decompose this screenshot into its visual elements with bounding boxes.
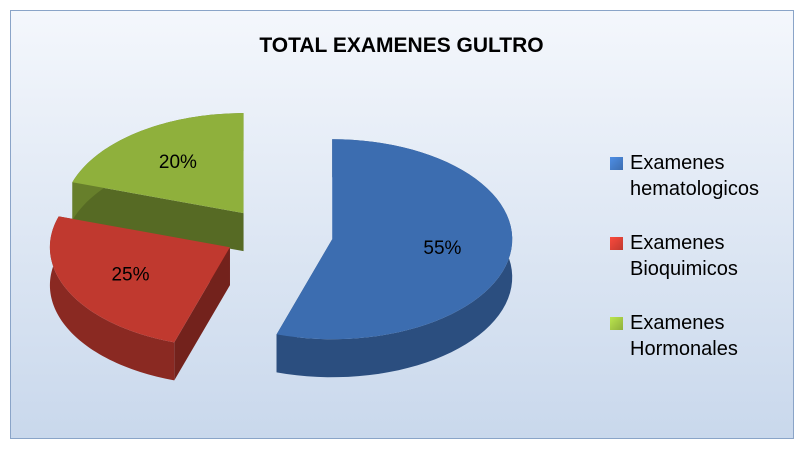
legend-entry: Examenes hematologicos: [610, 150, 790, 230]
legend-swatch: [610, 237, 623, 250]
slice: [276, 139, 513, 340]
legend: Examenes hematologicos Examenes Bioquimic…: [610, 150, 790, 390]
chart-title: TOTAL EXAMENES GULTRO: [259, 34, 544, 57]
slice: [72, 113, 244, 214]
legend-swatch: [610, 317, 623, 330]
data-label: 55%: [423, 238, 461, 259]
slice-side: [72, 182, 244, 252]
legend-label: Examenes Bioquimicos: [630, 232, 738, 280]
slice: [49, 216, 230, 343]
legend-label: Examenes hematologicos: [630, 152, 759, 200]
legend-entry: Examenes Bioquimicos: [610, 230, 790, 310]
slice-side: [49, 216, 175, 381]
legend-label: Examenes Hormonales: [630, 312, 738, 360]
data-label: 20%: [159, 152, 197, 173]
legend-entry: Examenes Hormonales: [610, 310, 790, 390]
legend-swatch: [610, 157, 623, 170]
data-label: 25%: [111, 264, 149, 285]
